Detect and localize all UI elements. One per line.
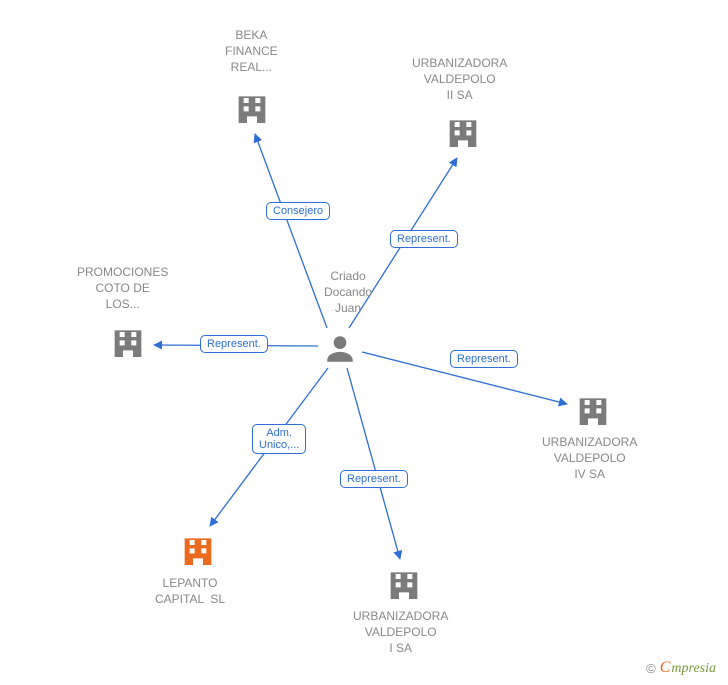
company-label-urb4: URBANIZADORA VALDEPOLO IV SA xyxy=(542,434,637,483)
edge-label: Represent. xyxy=(390,230,458,248)
brand-rest: mpresia xyxy=(671,661,716,676)
building-icon-lepanto xyxy=(178,530,218,570)
diagram-canvas: Criado Docando Juan BEKA FINANCE REAL...… xyxy=(0,0,728,685)
building-icon-urb1 xyxy=(384,564,424,604)
building-icon-promo xyxy=(108,322,148,362)
edge-label: Represent. xyxy=(340,470,408,488)
brand-first-letter: C xyxy=(659,659,672,676)
center-person-label: Criado Docando Juan xyxy=(324,268,372,317)
person-icon xyxy=(323,332,357,366)
company-label-lepanto: LEPANTO CAPITAL SL xyxy=(155,575,225,607)
company-label-promo: PROMOCIONES COTO DE LOS... xyxy=(77,264,168,313)
edge-line xyxy=(347,368,400,559)
copyright-symbol: © xyxy=(646,661,656,676)
building-icon-urb4 xyxy=(573,390,613,430)
company-label-beka: BEKA FINANCE REAL... xyxy=(225,27,278,76)
edge-label: Adm. Unico,... xyxy=(252,424,306,454)
edge-label: Represent. xyxy=(200,335,268,353)
copyright-footer: © Cmpresia xyxy=(646,659,716,677)
edge-label: Consejero xyxy=(266,202,330,220)
building-icon-urb2 xyxy=(443,112,483,152)
company-label-urb2: URBANIZADORA VALDEPOLO II SA xyxy=(412,55,507,104)
company-label-urb1: URBANIZADORA VALDEPOLO I SA xyxy=(353,608,448,657)
edge-line xyxy=(255,134,327,328)
edge-label: Represent. xyxy=(450,350,518,368)
building-icon-beka xyxy=(232,88,272,128)
